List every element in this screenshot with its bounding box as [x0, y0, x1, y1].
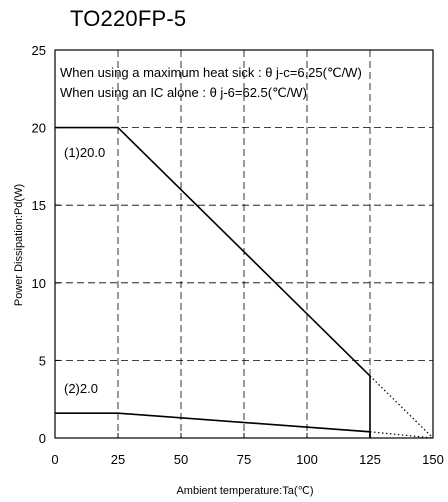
x-tick-label: 25 — [111, 452, 125, 467]
y-tick-label: 5 — [39, 353, 46, 368]
x-tick-label: 50 — [174, 452, 188, 467]
series-extension-1 — [369, 375, 434, 439]
x-tick-label: 100 — [296, 452, 318, 467]
annotation-heat-sink: When using a maximum heat sick : θ j-c=6… — [60, 65, 362, 80]
y-tick-label: 25 — [32, 43, 46, 58]
series-label-2: (2)2.0 — [64, 381, 98, 396]
y-tick-label: 0 — [39, 431, 46, 446]
series-line-1 — [55, 126, 371, 438]
annotation-ic-alone: When using an IC alone : θ j-6=62.5(℃/W) — [60, 85, 307, 100]
series-label-1: (1)20.0 — [64, 145, 105, 160]
grid — [55, 50, 433, 438]
series-extension-2 — [369, 431, 434, 439]
chart-title: TO220FP-5 — [70, 6, 187, 31]
series — [55, 126, 434, 439]
x-tick-label: 150 — [422, 452, 444, 467]
x-tick-label: 125 — [359, 452, 381, 467]
y-tick-label: 15 — [32, 198, 46, 213]
y-tick-label: 10 — [32, 276, 46, 291]
x-tick-label: 0 — [51, 452, 58, 467]
x-axis-label: Ambient temperature:Ta(℃) — [176, 485, 313, 497]
y-axis-label: Power Dissipation:Pd(W) — [13, 184, 25, 306]
series-line-2 — [55, 412, 371, 438]
x-tick-label: 75 — [237, 452, 251, 467]
axis-ticks: 0 25 50 75 100 125 150 0 5 10 15 20 25 — [32, 43, 444, 467]
y-tick-label: 20 — [32, 121, 46, 136]
